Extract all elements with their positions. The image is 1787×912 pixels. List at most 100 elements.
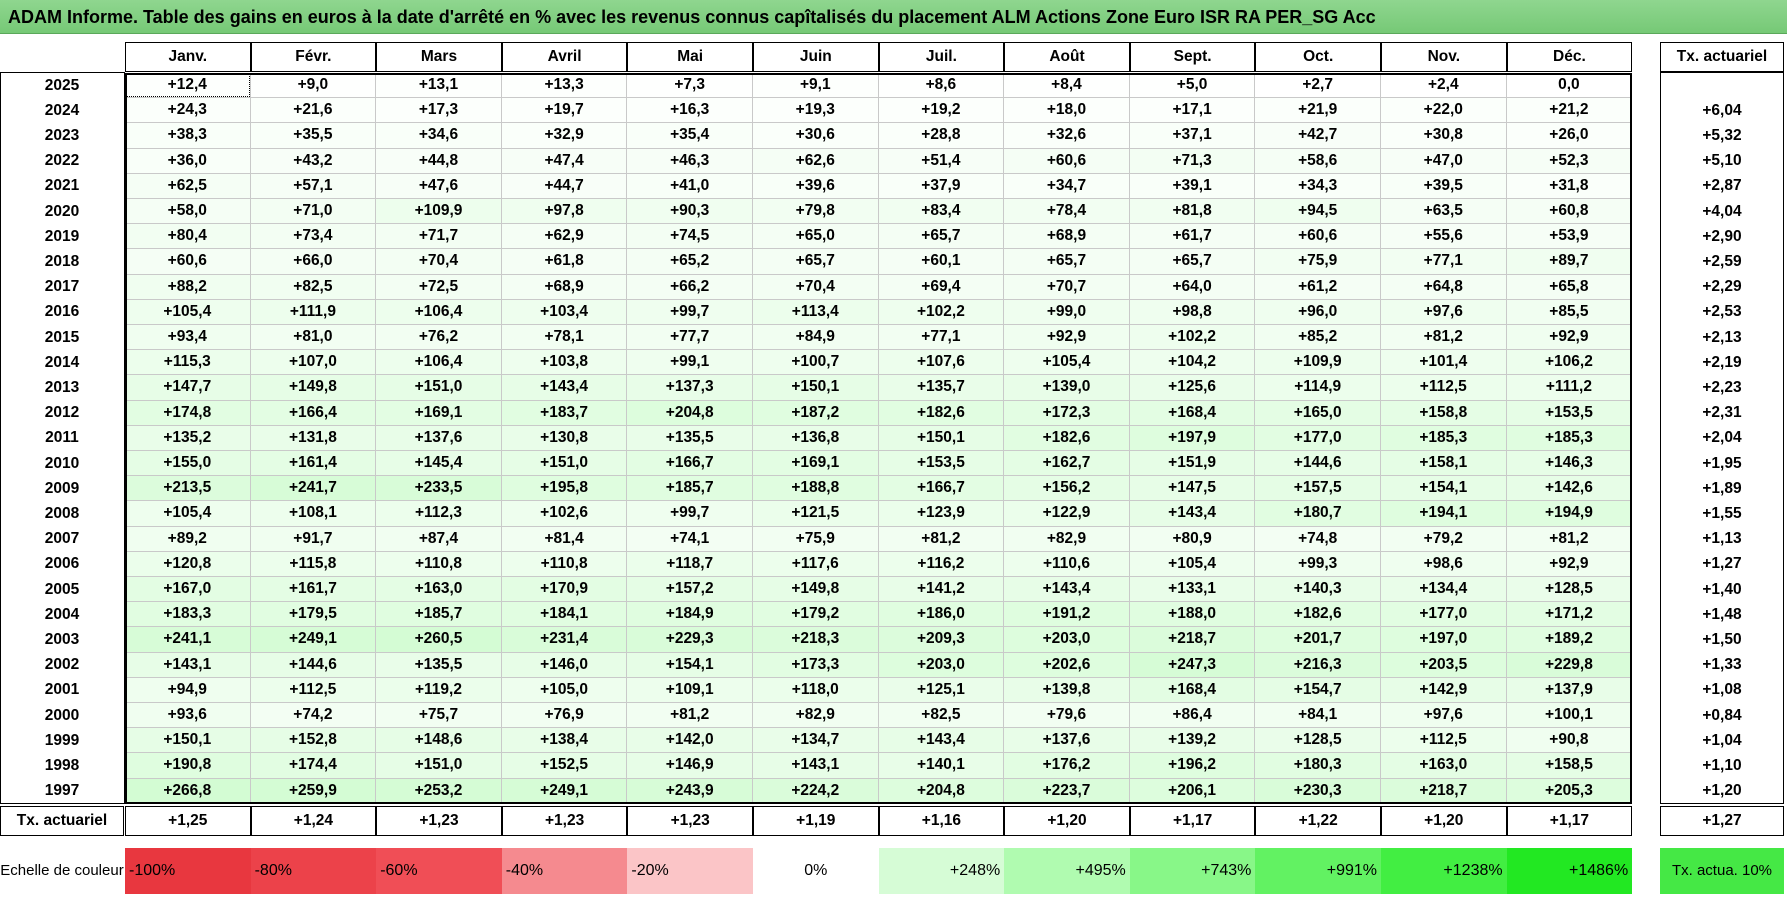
cell: +106,4: [376, 350, 502, 376]
year-label: 2009: [44, 479, 80, 497]
month-header: Mai: [627, 42, 753, 72]
cell: +44,8: [376, 148, 502, 174]
cell: +77,7: [627, 325, 753, 351]
cell: +17,1: [1129, 98, 1256, 124]
cell: +52,3: [1506, 148, 1633, 174]
tx-cell: +2,87: [1702, 177, 1742, 195]
cell: +223,7: [1004, 778, 1130, 804]
cell: +146,0: [501, 652, 628, 678]
cell: +65,7: [1129, 249, 1256, 275]
legend-swatch: +991%: [1255, 847, 1381, 894]
cell: +134,4: [1381, 577, 1507, 603]
cell: +93,6: [125, 703, 251, 729]
cell: +110,6: [1004, 551, 1130, 577]
cell: +253,2: [376, 778, 502, 804]
cell: +71,7: [376, 224, 502, 250]
cell: +87,4: [376, 526, 502, 552]
cell: +35,5: [250, 123, 377, 149]
cell: +51,4: [878, 148, 1005, 174]
cell: +105,4: [125, 299, 251, 325]
cell: +105,4: [125, 501, 251, 527]
cell: +60,8: [1506, 199, 1633, 225]
cell: +89,2: [125, 526, 251, 552]
cell: +111,9: [250, 299, 377, 325]
cell: +133,1: [1129, 577, 1256, 603]
tx-cell: [1660, 73, 1784, 98]
cell: +179,2: [753, 602, 879, 628]
year-label: 2017: [44, 278, 80, 296]
cell: +161,4: [250, 451, 377, 477]
cell: +153,5: [878, 451, 1005, 477]
tx-cell: +2,29: [1702, 278, 1742, 296]
cell: +99,7: [627, 299, 753, 325]
cell: +134,7: [753, 728, 879, 754]
cell: +94,9: [125, 677, 251, 703]
cell: +137,3: [627, 375, 753, 401]
cell: +38,3: [125, 123, 251, 149]
cell: +111,2: [1506, 375, 1633, 401]
cell: +105,4: [1129, 551, 1256, 577]
cell: +62,5: [125, 173, 251, 199]
cell: +98,8: [1129, 299, 1256, 325]
cell: +184,9: [627, 602, 753, 628]
cell: +194,9: [1506, 501, 1633, 527]
cell: +187,2: [753, 400, 879, 426]
tx-cell: +4,04: [1702, 202, 1742, 220]
cell: +110,8: [376, 551, 502, 577]
cell: +143,1: [753, 753, 879, 779]
cell: +79,8: [753, 199, 879, 225]
cell: +151,9: [1129, 451, 1256, 477]
cell: +41,0: [627, 173, 753, 199]
cell: +139,0: [1004, 375, 1130, 401]
cell: +229,3: [627, 627, 753, 653]
cell: +146,9: [627, 753, 753, 779]
cell: +169,1: [753, 451, 879, 477]
footer-cell: +1,22: [1255, 805, 1381, 836]
cell: +148,6: [376, 728, 502, 754]
cell: +77,1: [1381, 249, 1507, 275]
cell: +93,4: [125, 325, 251, 351]
cell: +99,3: [1255, 551, 1381, 577]
cell: +65,0: [753, 224, 879, 250]
cell: +112,5: [1381, 375, 1507, 401]
cell: +99,1: [627, 350, 753, 376]
cell: +121,5: [753, 501, 879, 527]
cell: +150,1: [753, 375, 879, 401]
cell: +90,3: [627, 199, 753, 225]
cell: +140,3: [1255, 577, 1381, 603]
cell: +28,8: [878, 123, 1005, 149]
cell: +90,8: [1506, 728, 1633, 754]
cell: +37,9: [878, 173, 1005, 199]
tx-cell: +1,27: [1702, 555, 1742, 573]
cell: +81,2: [627, 703, 753, 729]
tx-cell: +2,19: [1702, 353, 1742, 371]
cell: +176,2: [1004, 753, 1130, 779]
cell: +135,5: [376, 652, 502, 678]
cell: +34,3: [1255, 173, 1381, 199]
cell: +213,5: [125, 476, 251, 502]
cell: +128,5: [1255, 728, 1381, 754]
cell: +37,1: [1129, 123, 1256, 149]
cell: +112,5: [1381, 728, 1507, 754]
cell: +166,4: [250, 400, 377, 426]
cell: +112,3: [376, 501, 502, 527]
cell: +44,7: [501, 173, 628, 199]
cell: +97,8: [501, 199, 628, 225]
month-header: Août: [1004, 42, 1130, 72]
cell: +177,0: [1381, 602, 1507, 628]
cell: +203,5: [1381, 652, 1507, 678]
cell: +81,4: [501, 526, 628, 552]
cell: +118,0: [753, 677, 879, 703]
cell: +151,0: [376, 753, 502, 779]
cell: +185,3: [1381, 425, 1507, 451]
cell: +195,8: [501, 476, 628, 502]
cell: +145,4: [376, 451, 502, 477]
legend-swatch: 0%: [753, 847, 879, 894]
cell: +138,4: [501, 728, 628, 754]
cell: +57,1: [250, 173, 377, 199]
cell: +116,2: [878, 551, 1005, 577]
cell: +204,8: [878, 778, 1005, 804]
cell: +150,1: [878, 425, 1005, 451]
cell: +65,8: [1506, 274, 1633, 300]
year-label: 2018: [44, 252, 80, 270]
